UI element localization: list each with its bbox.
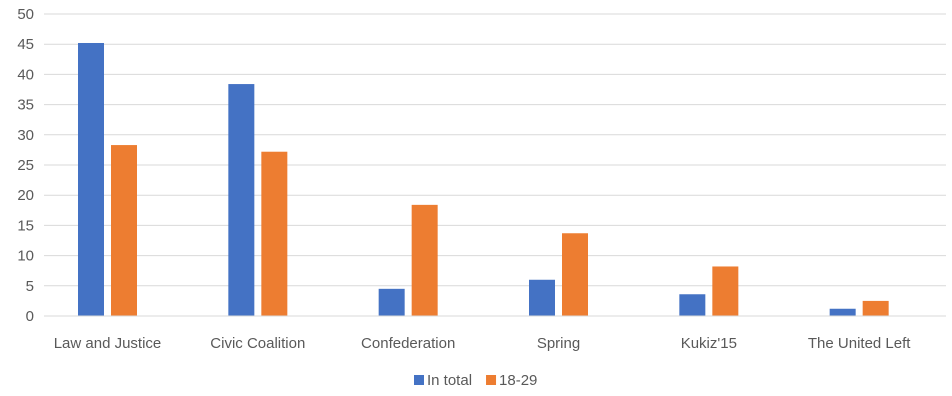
legend: In total 18-29: [414, 372, 537, 389]
bars: [78, 42, 889, 317]
y-tick-label: 50: [17, 6, 34, 23]
x-category-label: Kukiz'15: [681, 335, 737, 352]
x-category-label: Spring: [537, 335, 580, 352]
bar-in-total-4: [679, 294, 706, 316]
bar-in-total-0: [78, 42, 104, 316]
y-tick-label: 45: [17, 36, 34, 53]
x-axis-categories: Law and Justice Civic Coalition Confederat…: [54, 335, 912, 352]
x-category-label: Confederation: [361, 335, 455, 352]
x-category-label: Law and Justice: [54, 335, 162, 352]
bar-18-29-5: [862, 300, 889, 316]
bar-in-total-3: [529, 279, 555, 316]
bar-in-total-2: [378, 288, 405, 316]
y-tick-label: 10: [17, 248, 34, 265]
bar-18-29-3: [562, 233, 588, 316]
y-tick-label: 20: [17, 187, 34, 204]
x-category-label: Civic Coalition: [210, 335, 305, 352]
legend-swatch: [486, 375, 497, 385]
bar-18-29-1: [261, 151, 288, 316]
bar-18-29-2: [411, 204, 438, 316]
legend-label: 18-29: [499, 372, 537, 389]
y-tick-label: 15: [17, 217, 34, 234]
y-tick-label: 40: [17, 66, 34, 83]
y-tick-label: 0: [26, 308, 34, 325]
legend-label: In total: [427, 372, 472, 389]
y-tick-label: 30: [17, 127, 34, 144]
x-category-label: The United Left: [808, 335, 911, 352]
bar-in-total-1: [228, 84, 255, 317]
legend-swatch: [414, 375, 424, 385]
bar-18-29-0: [111, 145, 137, 316]
y-tick-label: 35: [17, 97, 34, 114]
bar-18-29-4: [712, 266, 739, 316]
y-axis-ticks: 0 5 10 15 20 25 30 35 40 45 50: [17, 6, 34, 325]
y-tick-label: 5: [26, 278, 34, 295]
y-tick-label: 25: [17, 157, 34, 174]
bar-in-total-5: [829, 308, 856, 316]
gridlines: [44, 13, 946, 287]
